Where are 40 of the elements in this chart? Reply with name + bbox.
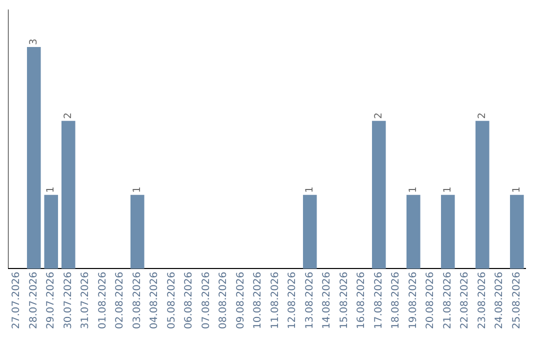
- data-label: 1: [132, 186, 143, 193]
- x-tick-label: 03.08.2026: [132, 272, 143, 330]
- x-tick-label: 29.07.2026: [46, 272, 57, 330]
- data-label: 3: [28, 38, 40, 45]
- x-tick-label: 04.08.2026: [149, 272, 160, 330]
- x-tick-label: 24.08.2026: [494, 272, 506, 330]
- data-label: 2: [476, 112, 488, 119]
- x-tick-label: 18.08.2026: [390, 272, 402, 330]
- x-tick-label: 23.08.2026: [476, 272, 488, 330]
- x-tick-label: 02.08.2026: [114, 272, 126, 330]
- x-tick-label: 20.08.2026: [425, 272, 436, 330]
- x-tick-label: 19.08.2026: [408, 272, 419, 330]
- data-label: 2: [62, 112, 74, 119]
- data-label: 1: [442, 186, 454, 193]
- x-tick-label: 07.08.2026: [200, 272, 212, 330]
- x-tick-label: 25.08.2026: [511, 272, 522, 330]
- x-tick-label: 30.07.2026: [62, 272, 74, 330]
- data-label: 1: [408, 186, 419, 193]
- x-tick-label: 11.08.2026: [270, 272, 281, 330]
- data-label: 1: [46, 186, 57, 193]
- x-tick-label: 01.08.2026: [97, 272, 108, 330]
- data-label: 1: [304, 186, 316, 193]
- x-tick-label: 08.08.2026: [218, 272, 230, 330]
- x-tick-label: 28.07.2026: [28, 272, 40, 330]
- x-tick-label: 31.07.2026: [80, 272, 92, 330]
- x-tick-label: 12.08.2026: [287, 272, 298, 330]
- x-tick-label: 22.08.2026: [460, 272, 471, 330]
- x-tick-label: 27.07.2026: [11, 272, 22, 330]
- x-tick-label: 06.08.2026: [184, 272, 195, 330]
- x-tick-label: 10.08.2026: [252, 272, 264, 330]
- x-tick-label: 16.08.2026: [356, 272, 368, 330]
- x-tick-label: 21.08.2026: [442, 272, 454, 330]
- x-tick-label: 15.08.2026: [338, 272, 350, 330]
- x-tick-label: 13.08.2026: [304, 272, 316, 330]
- data-label: 1: [511, 186, 522, 193]
- x-tick-label: 17.08.2026: [373, 272, 384, 330]
- x-tick-label: 05.08.2026: [166, 272, 178, 330]
- data-label: 2: [373, 112, 384, 119]
- x-tick-label: 09.08.2026: [235, 272, 246, 330]
- x-tick-label: 14.08.2026: [322, 272, 333, 330]
